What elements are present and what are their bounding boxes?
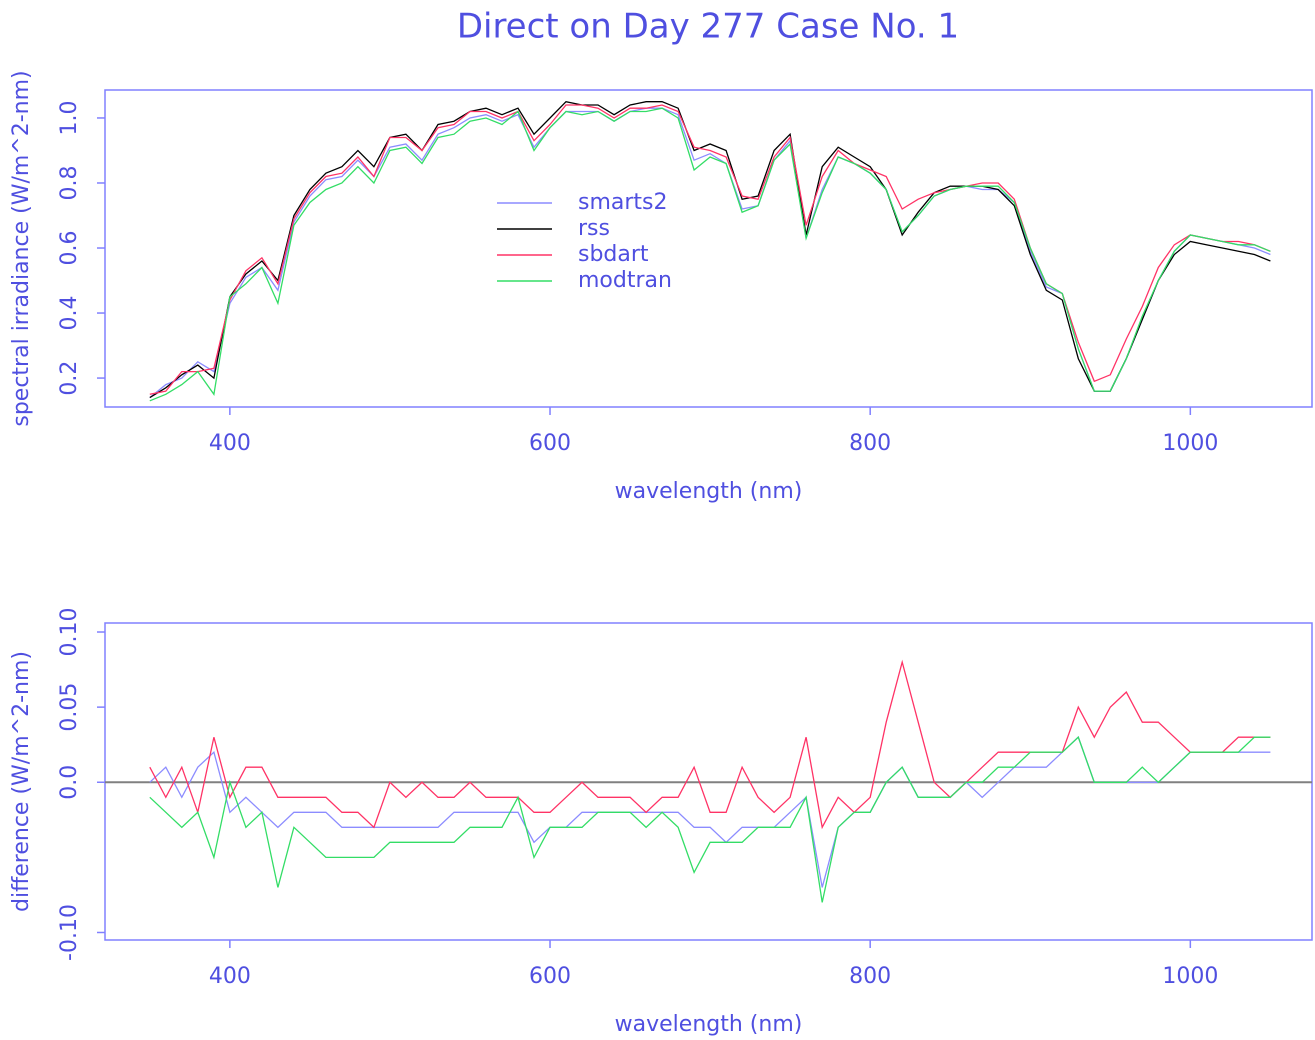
x-tick-label: 400 <box>209 964 251 989</box>
series-line <box>149 659 1271 830</box>
series-line <box>149 107 1271 399</box>
y-tick-label: -0.10 <box>57 904 82 961</box>
series-line <box>149 104 1271 395</box>
x-tick-label: 800 <box>849 431 891 456</box>
series-line <box>149 736 1271 903</box>
x-tick-label: 1000 <box>1162 964 1218 989</box>
x-tick-label: 1000 <box>1162 431 1218 456</box>
legend-label: modtran <box>578 268 672 293</box>
legend-label: rss <box>578 216 610 241</box>
x-tick-label: 800 <box>849 964 891 989</box>
y-tick-label: 0.4 <box>57 296 82 331</box>
x-axis-label: wavelength (nm) <box>615 479 803 504</box>
series-line <box>149 107 1271 402</box>
y-tick-label: 0.8 <box>57 165 82 200</box>
legend-label: sbdart <box>578 242 649 267</box>
y-tick-label: 1.0 <box>57 100 82 135</box>
chart-title: Direct on Day 277 Case No. 1 <box>457 7 959 47</box>
y-tick-label: 0.0 <box>57 765 82 800</box>
series-line <box>149 100 1271 399</box>
y-axis-label: spectral irradiance (W/m^2-nm) <box>9 70 34 426</box>
y-tick-label: 0.2 <box>57 361 82 396</box>
legend-label: smarts2 <box>578 190 668 215</box>
x-tick-label: 600 <box>529 964 571 989</box>
x-axis-label: wavelength (nm) <box>615 1012 803 1037</box>
x-tick-label: 600 <box>529 431 571 456</box>
x-tick-label: 400 <box>209 431 251 456</box>
y-tick-label: 0.10 <box>57 608 82 657</box>
y-tick-label: 0.05 <box>57 683 82 732</box>
y-axis-label: difference (W/m^2-nm) <box>9 651 34 912</box>
y-tick-label: 0.6 <box>57 231 82 266</box>
